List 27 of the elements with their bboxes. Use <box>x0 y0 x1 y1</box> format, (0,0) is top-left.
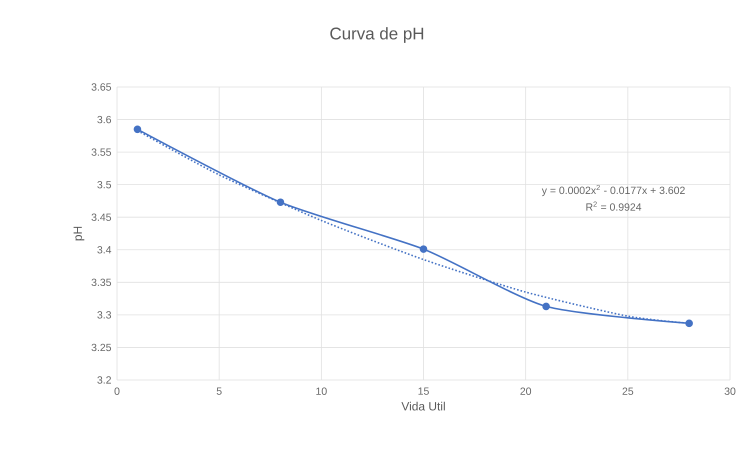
y-tick-label: 3.55 <box>92 148 112 156</box>
point <box>420 245 428 253</box>
annotation: R$^{2}$ = 0.9924 <box>586 202 642 211</box>
point <box>542 302 550 310</box>
y-tick-label: 3.3 <box>97 311 112 319</box>
y-tick-label: 3.4 <box>97 246 112 254</box>
y-tick-label: 3.65 <box>92 83 112 91</box>
point <box>685 320 693 328</box>
y-tick-label: 3.2 <box>97 376 111 384</box>
annotation: y = 0.0002x$^{2}$ - 0.0177x + 3.602 <box>542 184 685 196</box>
y-tick-label: 3.45 <box>92 214 112 221</box>
x-tick-label: 25 <box>622 387 634 395</box>
x-tick-label: 15 <box>418 388 429 395</box>
y-tick-label: 3.6 <box>97 116 112 124</box>
y-tick-label: 3.5 <box>97 180 112 188</box>
x-tick-label: 5 <box>216 388 222 395</box>
point <box>276 198 284 206</box>
y-tick-label: 3.25 <box>92 344 112 352</box>
x-tick-label: 10 <box>316 387 327 395</box>
x-tick-label: 30 <box>724 387 736 395</box>
chart-title: Curva de pH <box>330 27 424 43</box>
y-tick-label: 3.35 <box>92 278 112 286</box>
x-tick-label: 20 <box>520 387 532 395</box>
point <box>134 126 142 134</box>
y-axis-title: pH <box>74 226 84 240</box>
x-tick-label: 0 <box>114 387 120 395</box>
x-axis-title: Vida Util <box>401 402 445 411</box>
